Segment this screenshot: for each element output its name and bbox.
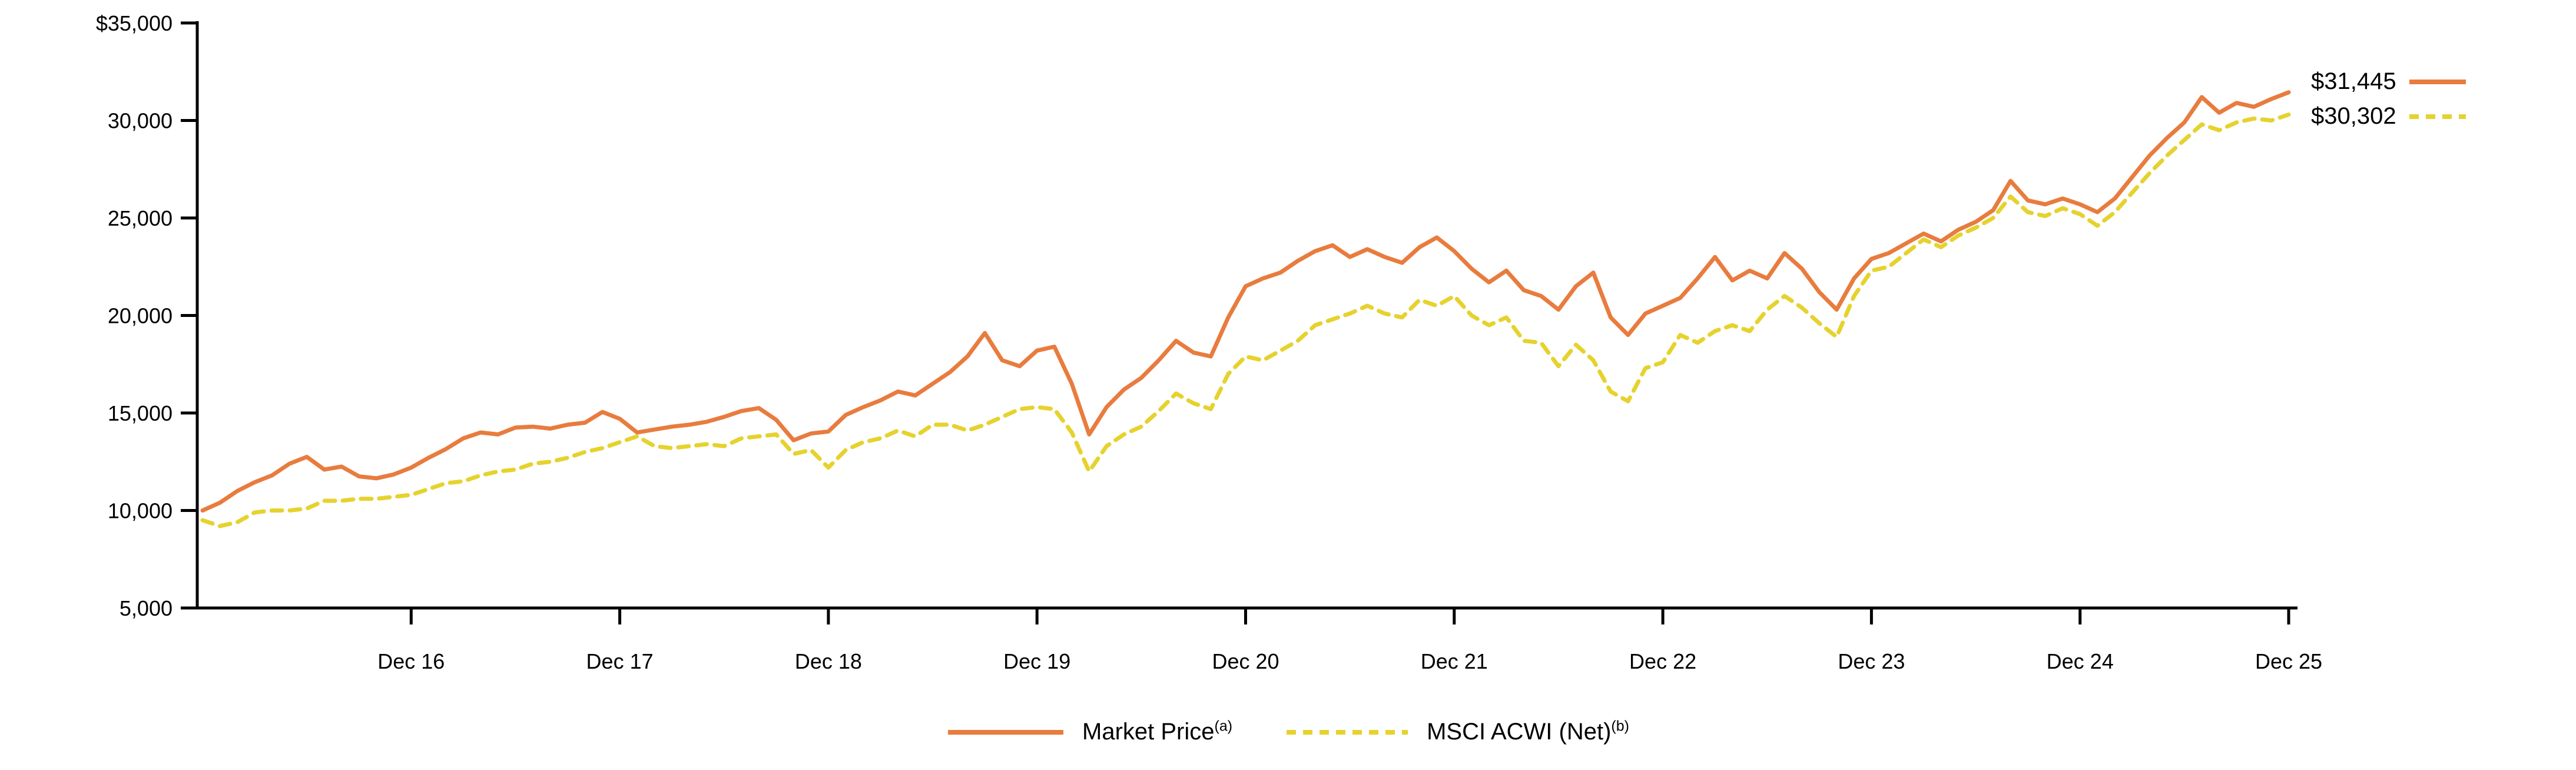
end-label-market-price: $31,445 xyxy=(2311,68,2467,95)
end-label-msci-acwi-value: $30,302 xyxy=(2311,103,2396,129)
legend-item-msci-acwi: MSCI ACWI (Net)(b) xyxy=(1285,719,1629,745)
x-tick-label: Dec 18 xyxy=(795,649,862,673)
x-tick-label: Dec 22 xyxy=(1629,649,1696,673)
legend-text-msci-acwi: MSCI ACWI (Net) xyxy=(1427,719,1612,745)
msci-acwi-legend-sample-icon xyxy=(1287,729,1408,735)
market-price-line xyxy=(200,90,2291,513)
x-tick-label: Dec 25 xyxy=(2255,649,2322,673)
legend-footnote-a: (a) xyxy=(1214,718,1233,735)
x-tick-label: Dec 21 xyxy=(1421,649,1488,673)
axes xyxy=(181,21,2297,624)
msci-acwi-net-line xyxy=(200,113,2291,528)
end-label-msci-acwi: $30,302 xyxy=(2311,103,2467,130)
y-tick-label: 5,000 xyxy=(120,596,173,620)
y-tick-label: 20,000 xyxy=(108,304,173,328)
x-tick-label: Dec 23 xyxy=(1838,649,1905,673)
market-price-line-sample-icon xyxy=(2409,79,2466,84)
x-tick-label: Dec 20 xyxy=(1212,649,1279,673)
chart-legend: Market Price(a) MSCI ACWI (Net)(b) xyxy=(0,719,2576,745)
series-end-labels: $31,445 $30,302 xyxy=(2311,68,2467,130)
y-tick-label: 30,000 xyxy=(108,109,173,133)
y-tick-label: 25,000 xyxy=(108,206,173,230)
y-tick-label: 10,000 xyxy=(108,499,173,523)
x-tick-label: Dec 19 xyxy=(1003,649,1070,673)
legend-item-market-price: Market Price(a) xyxy=(947,719,1232,745)
y-tick-label: 15,000 xyxy=(108,401,173,425)
legend-text-market-price: Market Price xyxy=(1082,719,1215,745)
legend-label-market-price: Market Price(a) xyxy=(1082,719,1232,745)
legend-footnote-b: (b) xyxy=(1611,718,1629,735)
msci-acwi-line-sample-icon xyxy=(2409,114,2466,119)
axis-labels: $35,000 30,000 25,000 20,000 15,000 10,000 5,0… xyxy=(96,11,2322,673)
x-tick-label: Dec 17 xyxy=(586,649,654,673)
market-price-legend-sample-icon xyxy=(948,729,1064,735)
y-tick-label: $35,000 xyxy=(96,11,173,35)
x-tick-label: Dec 24 xyxy=(2047,649,2114,673)
legend-label-msci-acwi: MSCI ACWI (Net)(b) xyxy=(1427,719,1629,745)
x-tick-label: Dec 16 xyxy=(377,649,445,673)
end-label-market-price-value: $31,445 xyxy=(2311,68,2396,94)
